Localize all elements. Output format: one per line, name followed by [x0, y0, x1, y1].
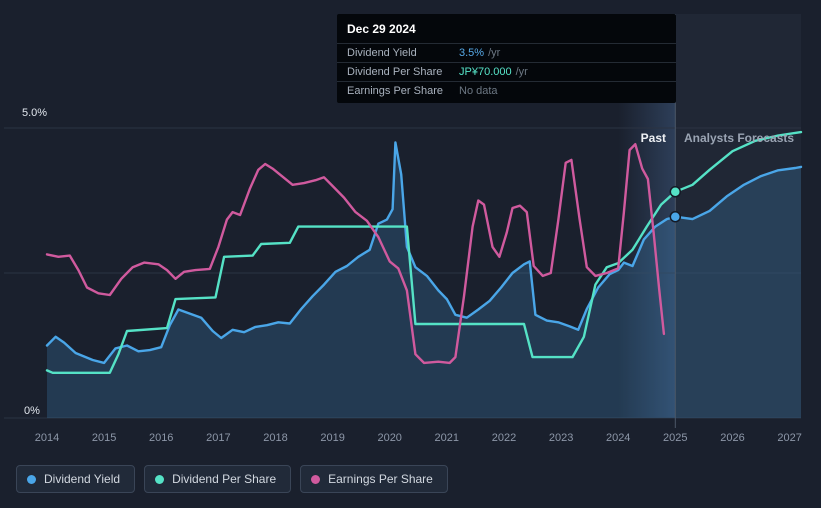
svg-text:2015: 2015	[92, 432, 116, 444]
tooltip-row-label: Earnings Per Share	[347, 85, 443, 97]
svg-text:2014: 2014	[35, 432, 59, 444]
svg-text:2024: 2024	[606, 432, 630, 444]
svg-text:2027: 2027	[777, 432, 801, 444]
y-axis-max-label: 5.0%	[22, 107, 48, 119]
legend-item-dividend-per-share[interactable]: Dividend Per Share	[144, 465, 292, 493]
legend-dot-icon	[27, 474, 36, 484]
legend-item-label: Earnings Per Share	[328, 472, 433, 486]
tooltip-row-earnings-per-share: Earnings Per Share No data	[337, 81, 676, 100]
legend-item-label: Dividend Yield	[44, 472, 121, 486]
svg-text:2025: 2025	[663, 432, 687, 444]
legend: Dividend Yield Dividend Per Share Earnin…	[16, 465, 448, 493]
tooltip: Dec 29 2024 Dividend Yield 3.5% /yr Divi…	[337, 14, 676, 103]
tooltip-row-label: Dividend Yield	[347, 47, 417, 59]
svg-text:2023: 2023	[549, 432, 573, 444]
legend-item-label: Dividend Per Share	[172, 472, 277, 486]
svg-text:2016: 2016	[149, 432, 173, 444]
tooltip-row-suffix: /yr	[488, 47, 501, 59]
svg-text:2021: 2021	[435, 432, 459, 444]
legend-item-dividend-yield[interactable]: Dividend Yield	[16, 465, 136, 493]
tooltip-row-value: JP¥70.000	[459, 66, 512, 78]
tooltip-row-value: No data	[459, 85, 498, 97]
legend-dot-icon	[155, 474, 165, 484]
tooltip-row-suffix: /yr	[515, 66, 528, 78]
svg-text:2026: 2026	[720, 432, 744, 444]
svg-text:2018: 2018	[263, 432, 287, 444]
forecast-label: Analysts Forecasts	[684, 131, 795, 145]
y-axis-min-label: 0%	[24, 405, 40, 417]
past-label: Past	[640, 131, 666, 145]
svg-text:2019: 2019	[320, 432, 344, 444]
tooltip-date: Dec 29 2024	[347, 22, 416, 36]
tooltip-row-value: 3.5%	[459, 47, 485, 59]
tooltip-row-label: Dividend Per Share	[347, 66, 443, 78]
svg-text:2017: 2017	[206, 432, 230, 444]
tooltip-row-dividend-per-share: Dividend Per Share JP¥70.000 /yr	[337, 62, 676, 81]
legend-item-earnings-per-share[interactable]: Earnings Per Share	[300, 465, 448, 493]
svg-text:2020: 2020	[377, 432, 401, 444]
svg-text:2022: 2022	[492, 432, 516, 444]
tooltip-row-dividend-yield: Dividend Yield 3.5% /yr	[337, 43, 676, 62]
legend-dot-icon	[311, 474, 321, 484]
